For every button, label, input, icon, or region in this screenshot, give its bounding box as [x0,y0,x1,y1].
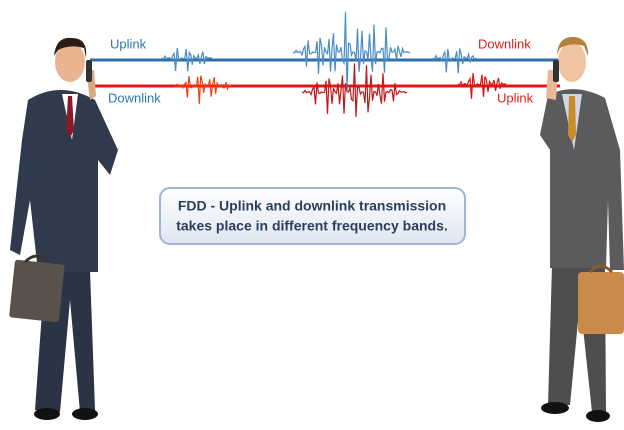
uplink-label: Uplink [497,90,534,105]
waveform [174,76,232,104]
right-person [540,37,624,422]
caption-box [160,188,465,244]
downlink-label: Downlink [108,90,161,105]
uplink-label: Uplink [110,36,147,51]
waveform [293,12,410,90]
caption-line: FDD - Uplink and downlink transmission [178,198,446,214]
waveform [302,63,407,117]
diagram: FDD - Uplink and downlink transmission t… [0,0,624,430]
downlink-label: Downlink [478,36,531,51]
waveforms [162,12,506,117]
scene: FDD - Uplink and downlink transmission t… [0,0,624,430]
caption-line: takes place in different frequency bands… [176,218,448,234]
left-person [9,38,118,420]
